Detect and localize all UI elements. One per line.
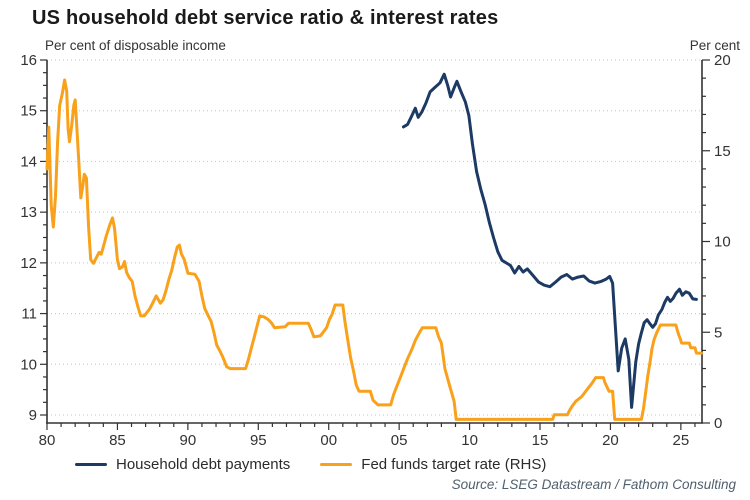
- legend-item-fed-funds-target-rate: Fed funds target rate (RHS): [320, 456, 546, 473]
- y-left-tick-label: 14: [20, 153, 37, 170]
- x-tick-label: 85: [109, 432, 126, 449]
- y-left-tick-label: 11: [21, 306, 37, 323]
- y-right-tick-label: 10: [714, 234, 731, 251]
- x-tick-label: 10: [461, 432, 478, 449]
- x-tick-label: 15: [532, 432, 549, 449]
- x-tick-label: 80: [39, 432, 56, 449]
- x-axis: 80 85 90 95 00 05 10 15 20 25: [39, 423, 696, 449]
- y-right-tick-label: 5: [714, 324, 722, 341]
- legend-label-household-debt-payments: Household debt payments: [116, 456, 291, 473]
- y-left-tick-label: 10: [20, 356, 37, 373]
- legend-label-fed-funds-target-rate: Fed funds target rate (RHS): [361, 456, 547, 473]
- legend-item-household-debt-payments: Household debt payments: [75, 456, 290, 473]
- y-right-tick-label: 15: [714, 143, 731, 160]
- series-household-debt-payments: [401, 72, 698, 409]
- grid-lines: [47, 59, 702, 416]
- axes: [46, 60, 703, 424]
- x-tick-label: 05: [391, 432, 408, 449]
- orange-line-swatch-icon: [320, 462, 353, 467]
- source-credit: Source: LSEG Datastream / Fathom Consult…: [451, 477, 736, 492]
- navy-line-swatch-icon: [75, 462, 107, 467]
- y-axis-right: 0 5 10 15 20: [702, 52, 731, 432]
- y-left-tick-label: 16: [20, 52, 37, 69]
- x-tick-label: 20: [602, 432, 619, 449]
- legend: Household debt payments Fed funds target…: [75, 456, 546, 473]
- y-right-tick-label: 0: [714, 415, 722, 432]
- y-axis-left: 9 10 11 12 13 14 15 16: [20, 52, 47, 424]
- y-axis-right-title: Per cent: [689, 38, 740, 53]
- y-left-tick-label: 9: [29, 407, 37, 424]
- x-tick-label: 90: [180, 432, 197, 449]
- x-tick-label: 95: [250, 432, 267, 449]
- x-tick-label: 25: [673, 432, 690, 449]
- y-left-tick-label: 15: [20, 103, 37, 120]
- y-left-tick-label: 13: [20, 204, 37, 221]
- y-left-tick-label: 12: [20, 255, 37, 272]
- y-axis-left-title: Per cent of disposable income: [45, 38, 226, 53]
- x-tick-label: 00: [320, 432, 337, 449]
- series-fed-funds-target-rate-rhs: [45, 78, 703, 421]
- y-right-tick-label: 20: [714, 52, 731, 69]
- chart-title: US household debt service ratio & intere…: [32, 7, 499, 29]
